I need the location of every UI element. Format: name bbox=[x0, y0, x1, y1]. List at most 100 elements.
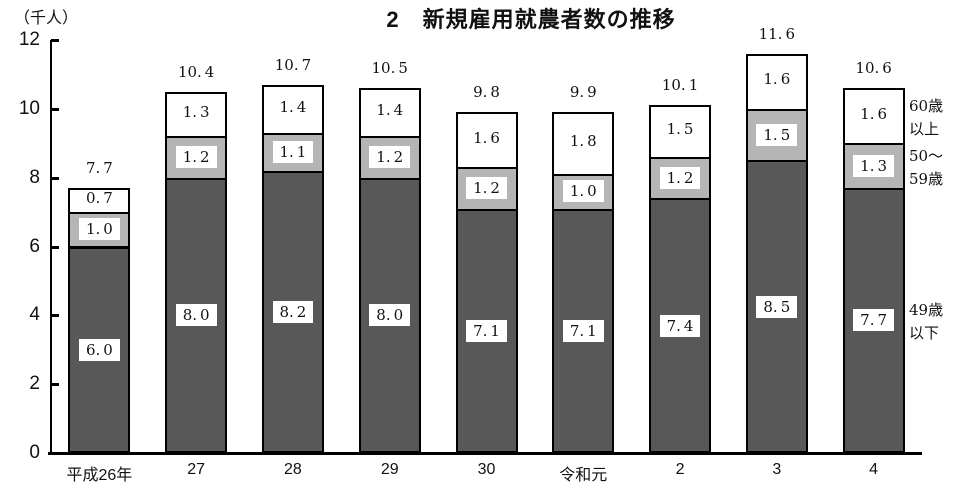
segment-value-text: 1. 3 bbox=[853, 154, 895, 177]
segment-value-label: 8. 5 bbox=[732, 295, 822, 318]
y-axis-tick bbox=[51, 314, 59, 318]
x-tick-label: 29 bbox=[380, 461, 399, 478]
segment-value-text: 1. 0 bbox=[78, 218, 120, 241]
segment-value-label: 6. 0 bbox=[54, 338, 144, 361]
total-value-label: 10. 6 bbox=[855, 59, 892, 78]
segment-value-text: 1. 5 bbox=[756, 123, 798, 146]
y-tick-label: 2 bbox=[29, 373, 40, 395]
total-value-label: 11. 6 bbox=[758, 24, 796, 43]
segment-value-text: 1. 4 bbox=[376, 101, 404, 120]
segment-value-label: 1. 8 bbox=[538, 132, 628, 150]
segment-value-text: 1. 1 bbox=[272, 140, 314, 163]
segment-value-text: 7. 4 bbox=[659, 314, 701, 337]
segment-value-text: 0. 7 bbox=[85, 189, 113, 208]
y-axis-unit-label: （千人） bbox=[14, 10, 79, 27]
y-axis-tick bbox=[51, 39, 59, 42]
segment-value-label: 7. 1 bbox=[442, 319, 532, 342]
segment-value-text: 1. 2 bbox=[175, 146, 217, 169]
y-axis-tick bbox=[51, 107, 59, 111]
segment-value-label: 1. 2 bbox=[151, 146, 241, 169]
bar-segment-under-49 bbox=[649, 198, 712, 453]
segment-value-label: 1. 2 bbox=[345, 146, 435, 169]
total-value-label: 9. 9 bbox=[569, 83, 597, 102]
bar-segment-60-over bbox=[68, 187, 131, 215]
segment-value-text: 1. 6 bbox=[473, 128, 500, 147]
bar-segment-60-over bbox=[358, 88, 421, 139]
segment-value-label: 1. 4 bbox=[248, 98, 338, 116]
y-tick-label: 10 bbox=[18, 97, 40, 119]
segment-value-text: 1. 0 bbox=[562, 180, 604, 203]
segment-value-label: 1. 1 bbox=[248, 140, 338, 163]
bar-segment-60-over bbox=[261, 84, 324, 135]
bar-segment-60-over bbox=[649, 105, 712, 160]
segment-value-label: 1. 3 bbox=[151, 103, 241, 121]
y-tick-label: 4 bbox=[29, 304, 40, 326]
segment-value-label: 1. 3 bbox=[829, 154, 919, 177]
x-tick-label: 2 bbox=[675, 461, 685, 478]
segment-value-text: 8. 5 bbox=[756, 295, 798, 318]
x-tick-label: 27 bbox=[187, 461, 206, 478]
x-tick-label: 3 bbox=[772, 461, 782, 478]
segment-value-text: 1. 4 bbox=[279, 97, 307, 116]
segment-value-text: 1. 2 bbox=[659, 166, 701, 189]
segment-value-label: 7. 4 bbox=[635, 314, 725, 337]
legend-label-50-59: 50～ 59歳 bbox=[909, 146, 944, 188]
segment-value-text: 7. 1 bbox=[466, 319, 507, 342]
bar-segment-60-over bbox=[552, 112, 615, 177]
chart-title: 2 新規雇用就農者数の推移 bbox=[386, 7, 676, 32]
total-value-label: 10. 5 bbox=[371, 59, 408, 78]
x-tick-label: 平成26年 bbox=[66, 467, 133, 484]
x-tick-label: 30 bbox=[477, 461, 496, 478]
segment-value-label: 7. 1 bbox=[538, 319, 628, 342]
bar-segment-60-over bbox=[745, 53, 808, 111]
x-tick-label: 4 bbox=[869, 461, 879, 478]
segment-value-text: 1. 2 bbox=[369, 146, 411, 169]
segment-value-label: 8. 0 bbox=[151, 304, 241, 327]
total-value-label: 10. 4 bbox=[177, 62, 215, 81]
segment-value-label: 1. 6 bbox=[442, 129, 532, 147]
y-tick-label: 8 bbox=[29, 166, 40, 188]
segment-value-label: 1. 6 bbox=[732, 70, 822, 88]
y-tick-label: 12 bbox=[18, 29, 40, 50]
segment-value-text: 7. 1 bbox=[562, 319, 604, 342]
bar-segment-60-over bbox=[842, 88, 905, 146]
segment-value-text: 1. 6 bbox=[763, 70, 791, 89]
segment-value-label: 7. 7 bbox=[829, 309, 919, 332]
segment-value-text: 1. 6 bbox=[860, 104, 888, 123]
x-tick-label: 令和元 bbox=[559, 467, 608, 484]
legend-label-60-over: 60歳 以上 bbox=[909, 96, 944, 138]
y-tick-label: 6 bbox=[29, 235, 40, 257]
segment-value-label: 8. 2 bbox=[248, 300, 338, 323]
segment-value-label: 1. 6 bbox=[829, 105, 919, 123]
total-value-label: 9. 8 bbox=[473, 83, 500, 102]
segment-value-label: 1. 2 bbox=[442, 176, 532, 199]
segment-value-text: 6. 0 bbox=[78, 338, 120, 361]
segment-value-label: 1. 5 bbox=[635, 120, 725, 138]
segment-value-text: 1. 3 bbox=[182, 102, 210, 121]
segment-value-text: 8. 0 bbox=[369, 304, 411, 327]
segment-value-label: 0. 7 bbox=[54, 189, 144, 207]
segment-value-text: 7. 7 bbox=[853, 309, 895, 332]
y-axis-tick bbox=[51, 176, 59, 180]
segment-value-text: 8. 0 bbox=[175, 304, 217, 327]
segment-value-label: 1. 2 bbox=[635, 166, 725, 189]
x-axis-line bbox=[48, 452, 922, 455]
y-axis-tick bbox=[51, 245, 59, 249]
segment-value-text: 8. 2 bbox=[272, 300, 314, 323]
y-tick-label: 0 bbox=[29, 442, 40, 463]
segment-value-label: 1. 4 bbox=[345, 101, 435, 119]
total-value-label: 10. 7 bbox=[274, 55, 312, 74]
segment-value-text: 1. 2 bbox=[466, 176, 507, 199]
segment-value-label: 1. 0 bbox=[54, 218, 144, 241]
y-axis-tick bbox=[51, 383, 59, 387]
segment-value-label: 1. 5 bbox=[732, 123, 822, 146]
x-tick-label: 28 bbox=[284, 461, 302, 478]
bar-segment-60-over bbox=[455, 112, 518, 170]
segment-value-label: 8. 0 bbox=[345, 304, 435, 327]
total-value-label: 10. 1 bbox=[661, 76, 699, 95]
segment-value-text: 1. 5 bbox=[666, 120, 694, 139]
segment-value-label: 1. 0 bbox=[538, 180, 628, 203]
legend-label-under-49: 49歳 以下 bbox=[909, 301, 944, 343]
bar-segment-60-over bbox=[165, 91, 228, 139]
